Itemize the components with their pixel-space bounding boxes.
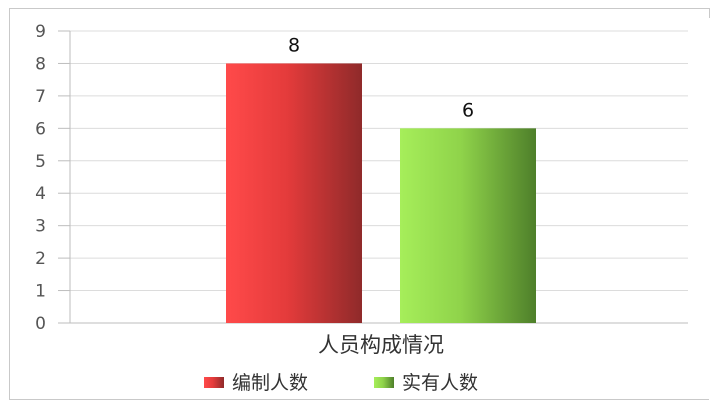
x-category-label: 人员构成情况 [318, 333, 444, 357]
data-label: 8 [288, 34, 300, 56]
legend-swatch-actual [374, 377, 394, 388]
y-tick-label: 2 [35, 249, 46, 269]
y-tick-label: 7 [35, 87, 46, 107]
y-axis: 0 1 2 3 4 5 6 7 8 9 [35, 22, 70, 334]
y-tick-label: 5 [35, 152, 46, 172]
y-tick-label: 0 [35, 314, 46, 334]
bar-authorized [226, 63, 362, 323]
legend-label: 编制人数 [232, 372, 308, 394]
grid-lines [70, 31, 688, 323]
bar-actual [400, 128, 536, 323]
y-tick-label: 8 [35, 54, 46, 74]
legend: 编制人数 实有人数 [204, 372, 478, 394]
x-axis: 人员构成情况 [318, 333, 444, 357]
y-tick-label: 3 [35, 217, 46, 237]
y-tick-label: 9 [35, 22, 46, 42]
data-label: 6 [462, 99, 474, 121]
y-tick-label: 1 [35, 282, 46, 302]
y-tick-label: 6 [35, 119, 46, 139]
legend-label: 实有人数 [402, 372, 478, 394]
legend-swatch-authorized [204, 377, 224, 388]
y-tick-label: 4 [35, 184, 46, 204]
